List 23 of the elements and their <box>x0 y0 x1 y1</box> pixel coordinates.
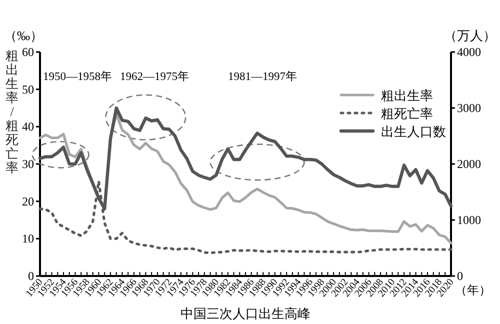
legend-label: 出生人口数 <box>381 124 446 139</box>
y-tick-label: 20 <box>22 194 34 208</box>
annotation: 1950—1958年 <box>43 70 112 83</box>
legend-label: 粗出生率 <box>381 88 433 103</box>
annotation: 1962—1975年 <box>120 70 190 83</box>
legend-label: 粗死亡率 <box>381 106 433 121</box>
y2-tick-label: 4000 <box>457 45 481 59</box>
y-tick-label: 0 <box>28 269 34 283</box>
y-tick-label: 60 <box>22 45 34 59</box>
y-tick-label: 40 <box>22 120 34 134</box>
x-axis-title: （年） <box>455 283 491 297</box>
text: （‰） <box>4 28 43 43</box>
y-tick-label: 30 <box>22 157 34 171</box>
y2-tick-label: 2000 <box>457 157 481 171</box>
y2-tick-label: 1000 <box>457 213 481 227</box>
y-tick-label: 10 <box>22 232 34 246</box>
y2-axis-title: （万人） <box>444 28 496 43</box>
y-tick-label: 50 <box>22 82 34 96</box>
text: 中国三次人口出生高峰 <box>180 306 310 321</box>
annotation: 1981—1997年 <box>228 70 298 83</box>
y2-tick-label: 0 <box>457 269 463 283</box>
text: 粗出生率/粗死亡率 <box>6 48 18 175</box>
y2-tick-label: 3000 <box>457 101 481 115</box>
